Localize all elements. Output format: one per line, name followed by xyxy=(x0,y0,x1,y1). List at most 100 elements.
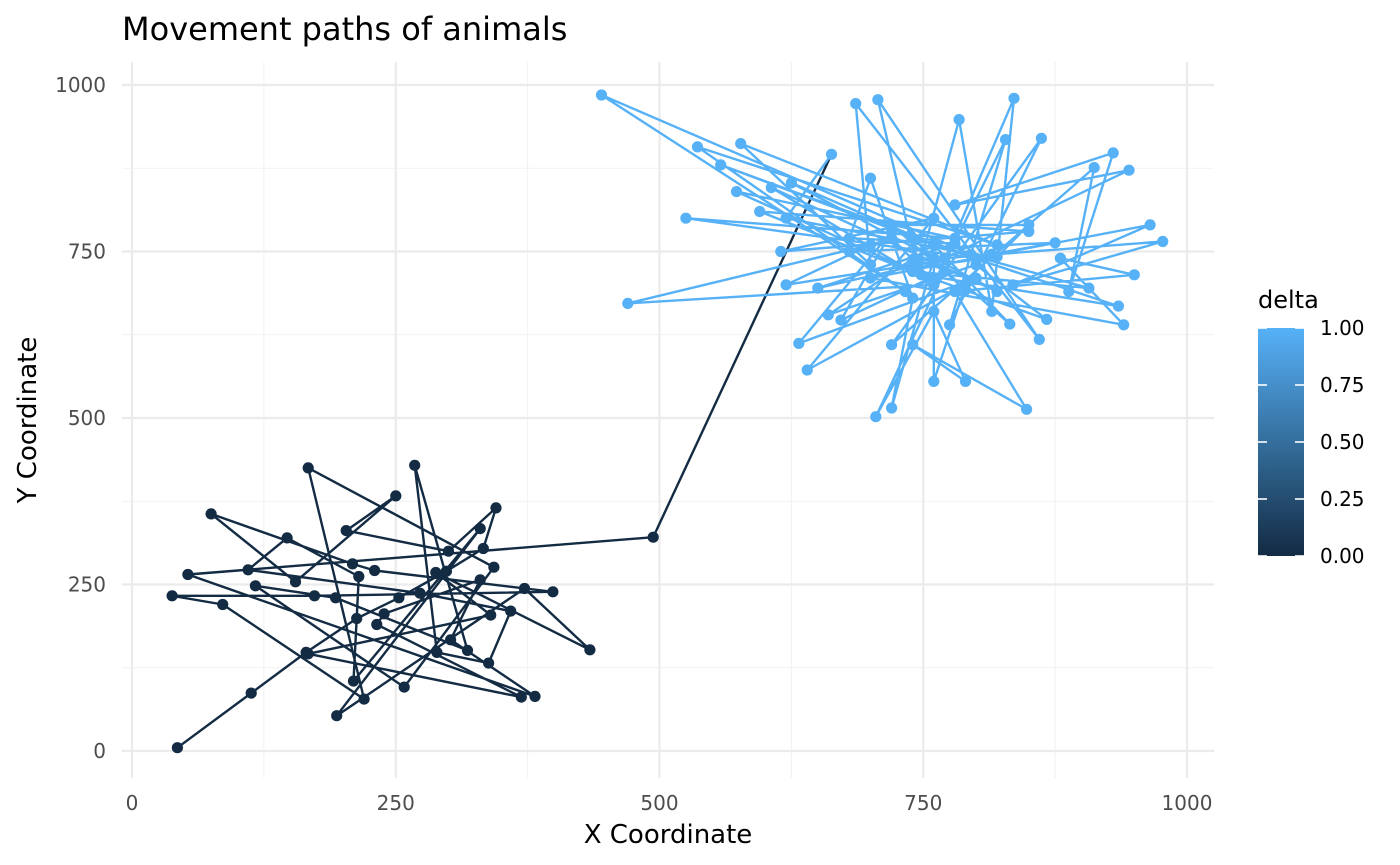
x-tick-label: 250 xyxy=(377,791,415,815)
x-tick-label: 500 xyxy=(640,791,678,815)
point-delta-1 xyxy=(1033,333,1045,345)
point-delta-0 xyxy=(308,590,321,602)
point-delta-1 xyxy=(905,229,917,242)
point-delta-1 xyxy=(928,239,940,251)
point-delta-1 xyxy=(953,114,965,126)
point-delta-1 xyxy=(1112,300,1124,312)
point-delta-0 xyxy=(488,561,500,573)
point-delta-1 xyxy=(1063,285,1075,298)
point-delta-0 xyxy=(505,605,517,617)
x-tick-label: 0 xyxy=(126,791,139,815)
point-delta-0 xyxy=(490,502,502,514)
movement-points xyxy=(166,89,1169,754)
point-delta-0 xyxy=(445,634,457,646)
point-delta-1 xyxy=(999,134,1012,146)
point-delta-0 xyxy=(171,742,183,754)
legend-label: 0.75 xyxy=(1320,373,1365,397)
point-delta-1 xyxy=(864,259,877,271)
point-delta-1 xyxy=(1128,269,1140,281)
point-delta-1 xyxy=(1083,282,1095,294)
point-delta-1 xyxy=(1144,219,1156,231)
point-delta-1 xyxy=(928,212,940,224)
point-delta-1 xyxy=(812,282,824,294)
grid-lines xyxy=(122,62,1214,778)
point-delta-0 xyxy=(390,490,402,502)
point-delta-1 xyxy=(825,148,838,160)
y-axis-title: Y Coordinate xyxy=(13,337,43,505)
point-delta-1 xyxy=(928,305,940,317)
point-delta-1 xyxy=(715,159,727,171)
point-delta-1 xyxy=(801,364,813,376)
point-delta-0 xyxy=(340,525,352,537)
point-delta-1 xyxy=(1023,219,1035,231)
point-delta-1 xyxy=(785,177,798,189)
legend-title: delta xyxy=(1258,286,1319,314)
point-delta-0 xyxy=(353,570,365,583)
point-delta-0 xyxy=(398,681,410,693)
point-delta-0 xyxy=(245,687,257,699)
y-tick-label: 500 xyxy=(68,406,106,430)
point-delta-1 xyxy=(1123,164,1135,176)
point-delta-0 xyxy=(431,646,443,659)
point-delta-1 xyxy=(949,237,961,250)
point-delta-0 xyxy=(351,612,363,625)
point-delta-0 xyxy=(584,644,596,656)
point-delta-1 xyxy=(899,285,911,298)
point-delta-0 xyxy=(474,574,486,586)
point-delta-1 xyxy=(949,285,961,298)
point-delta-1 xyxy=(905,262,917,274)
point-delta-1 xyxy=(1004,318,1016,330)
point-delta-1 xyxy=(835,314,847,326)
point-delta-1 xyxy=(864,172,877,184)
point-delta-1 xyxy=(595,89,608,101)
point-delta-0 xyxy=(430,566,442,579)
point-delta-0 xyxy=(281,532,293,544)
legend-ticks: 0.00 0.25 0.50 0.75 1.00 xyxy=(1258,316,1365,568)
point-delta-0 xyxy=(249,580,261,592)
point-delta-1 xyxy=(959,284,972,296)
point-delta-1 xyxy=(1088,162,1100,174)
point-delta-1 xyxy=(730,186,743,198)
point-delta-1 xyxy=(793,337,805,349)
point-delta-1 xyxy=(870,411,882,423)
point-delta-1 xyxy=(864,272,877,284)
point-delta-0 xyxy=(302,648,314,660)
point-delta-0 xyxy=(378,608,390,620)
point-delta-0 xyxy=(409,459,421,471)
point-delta-1 xyxy=(886,339,898,351)
point-delta-0 xyxy=(369,564,381,577)
point-delta-0 xyxy=(483,657,495,669)
point-delta-1 xyxy=(1041,313,1053,325)
point-delta-1 xyxy=(986,248,998,260)
point-delta-1 xyxy=(775,245,787,258)
point-delta-1 xyxy=(843,245,856,258)
point-delta-0 xyxy=(242,564,254,576)
point-delta-1 xyxy=(850,98,862,110)
point-delta-1 xyxy=(691,141,704,153)
point-delta-1 xyxy=(1008,92,1020,104)
y-tick-label: 0 xyxy=(93,739,106,763)
point-delta-0 xyxy=(358,693,370,705)
point-delta-0 xyxy=(289,576,302,588)
point-delta-0 xyxy=(166,590,178,602)
x-axis-ticks: 0 250 500 750 1000 xyxy=(126,791,1213,815)
point-delta-1 xyxy=(622,297,634,309)
point-delta-0 xyxy=(182,568,194,581)
point-delta-0 xyxy=(518,582,531,595)
point-delta-1 xyxy=(928,252,940,264)
point-delta-1 xyxy=(1157,235,1169,248)
point-delta-1 xyxy=(986,305,998,317)
x-tick-label: 750 xyxy=(904,791,942,815)
point-delta-1 xyxy=(1107,147,1119,159)
point-delta-1 xyxy=(1054,252,1066,264)
movement-paths xyxy=(170,93,1164,749)
point-delta-0 xyxy=(529,690,541,703)
point-delta-0 xyxy=(461,644,474,657)
point-delta-0 xyxy=(515,691,527,703)
legend-label: 0.50 xyxy=(1320,430,1365,454)
point-delta-1 xyxy=(765,182,777,194)
x-tick-label: 1000 xyxy=(1162,791,1213,815)
point-delta-1 xyxy=(864,239,877,251)
point-delta-0 xyxy=(346,558,359,570)
point-delta-0 xyxy=(347,675,360,687)
